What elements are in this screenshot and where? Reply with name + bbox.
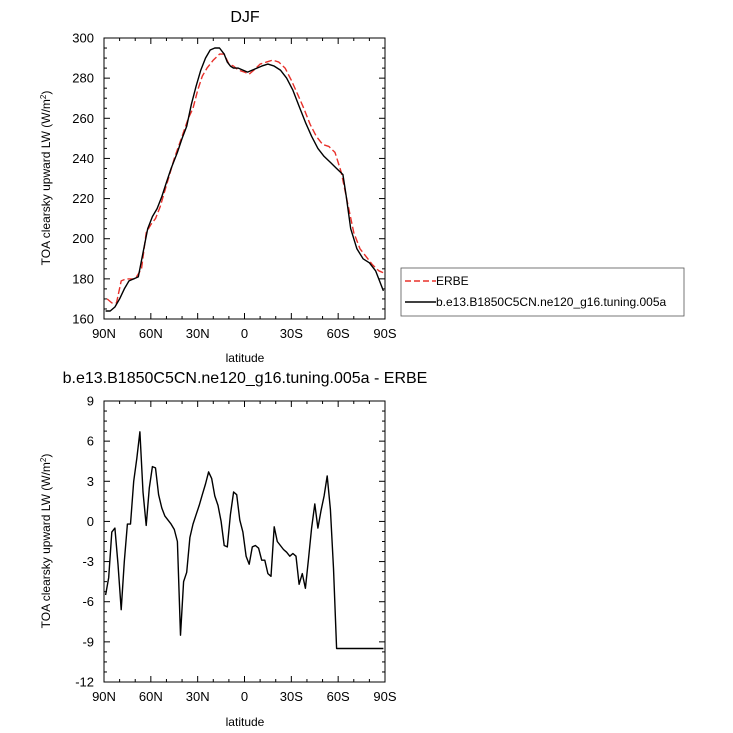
y-tick-label: 240 — [72, 151, 94, 166]
top-y-axis-label: TOA clearsky upward LW (W/m2) — [39, 91, 54, 266]
x-tick-label: 60N — [139, 326, 163, 341]
bottom-chart-title: b.e13.B1850C5CN.ne120_g16.tuning.005a - … — [63, 370, 428, 387]
y-tick-label: 300 — [72, 31, 94, 46]
x-tick-label: 30S — [280, 689, 303, 704]
top-y-axis-label-main: TOA clearsky upward LW (W/m — [39, 99, 53, 265]
x-tick-label: 0 — [241, 689, 248, 704]
x-tick-label: 30N — [186, 689, 210, 704]
bottom-x-axis-label: latitude — [226, 715, 265, 729]
legend: ERBE b.e13.B1850C5CN.ne120_g16.tuning.00… — [400, 267, 685, 317]
y-tick-label: 280 — [72, 71, 94, 86]
x-tick-label: 0 — [241, 326, 248, 341]
bottom-x-tick-labels: 90N 60N 30N 0 30S 60S 90S — [92, 689, 397, 704]
x-tick-label: 90N — [92, 326, 116, 341]
series-line-model — [105, 47, 385, 312]
y-tick-label: 9 — [87, 394, 94, 409]
series-line-difference — [104, 431, 384, 650]
x-tick-label: 30S — [280, 326, 303, 341]
bottom-y-axis-label-close: ) — [39, 454, 53, 458]
x-tick-label: 60S — [327, 326, 350, 341]
bottom-panel: b.e13.B1850C5CN.ne120_g16.tuning.005a - … — [39, 370, 428, 729]
x-tick-label: 30N — [186, 326, 210, 341]
x-tick-label: 90N — [92, 689, 116, 704]
top-y-tick-labels: 160 180 200 220 240 260 280 300 — [72, 31, 94, 327]
bottom-series-lines — [104, 431, 384, 650]
bottom-y-axis-label-sup: 2 — [39, 457, 48, 462]
y-tick-label: -12 — [75, 675, 94, 690]
y-tick-label: -3 — [82, 554, 94, 569]
bottom-y-tick-labels: -12 -9 -6 -3 0 3 6 9 — [75, 394, 94, 690]
y-tick-label: 200 — [72, 231, 94, 246]
y-tick-label: -6 — [82, 594, 94, 609]
top-x-tick-labels: 90N 60N 30N 0 30S 60S 90S — [92, 326, 397, 341]
legend-label-model: b.e13.B1850C5CN.ne120_g16.tuning.005a — [436, 295, 667, 309]
y-tick-label: 180 — [72, 271, 94, 286]
top-plot-frame — [103, 37, 386, 320]
y-tick-label: 3 — [87, 474, 94, 489]
top-chart-title: DJF — [230, 9, 260, 26]
y-tick-label: 0 — [87, 514, 94, 529]
y-tick-label: 6 — [87, 434, 94, 449]
x-tick-label: 60S — [327, 689, 350, 704]
y-tick-label: -9 — [82, 634, 94, 649]
y-tick-label: 160 — [72, 312, 94, 327]
legend-frame — [400, 267, 685, 317]
series-line-erbe — [106, 53, 384, 304]
top-series-lines — [105, 47, 385, 312]
legend-label-erbe: ERBE — [436, 274, 469, 288]
x-tick-label: 90S — [373, 689, 396, 704]
top-y-axis-label-close: ) — [39, 91, 53, 95]
x-tick-label: 60N — [139, 689, 163, 704]
bottom-y-axis-label-main: TOA clearsky upward LW (W/m — [39, 462, 53, 628]
bottom-plot-frame — [103, 400, 386, 683]
y-tick-label: 260 — [72, 111, 94, 126]
top-y-axis-label-sup: 2 — [39, 94, 48, 99]
y-tick-label: 220 — [72, 191, 94, 206]
top-x-axis-label: latitude — [226, 351, 265, 365]
top-panel: DJF 90N 60N 30N 0 30S 60S 90S 160 180 200 220 240 2… — [39, 9, 397, 365]
bottom-y-axis-label: TOA clearsky upward LW (W/m2) — [39, 454, 54, 629]
x-tick-label: 90S — [373, 326, 396, 341]
